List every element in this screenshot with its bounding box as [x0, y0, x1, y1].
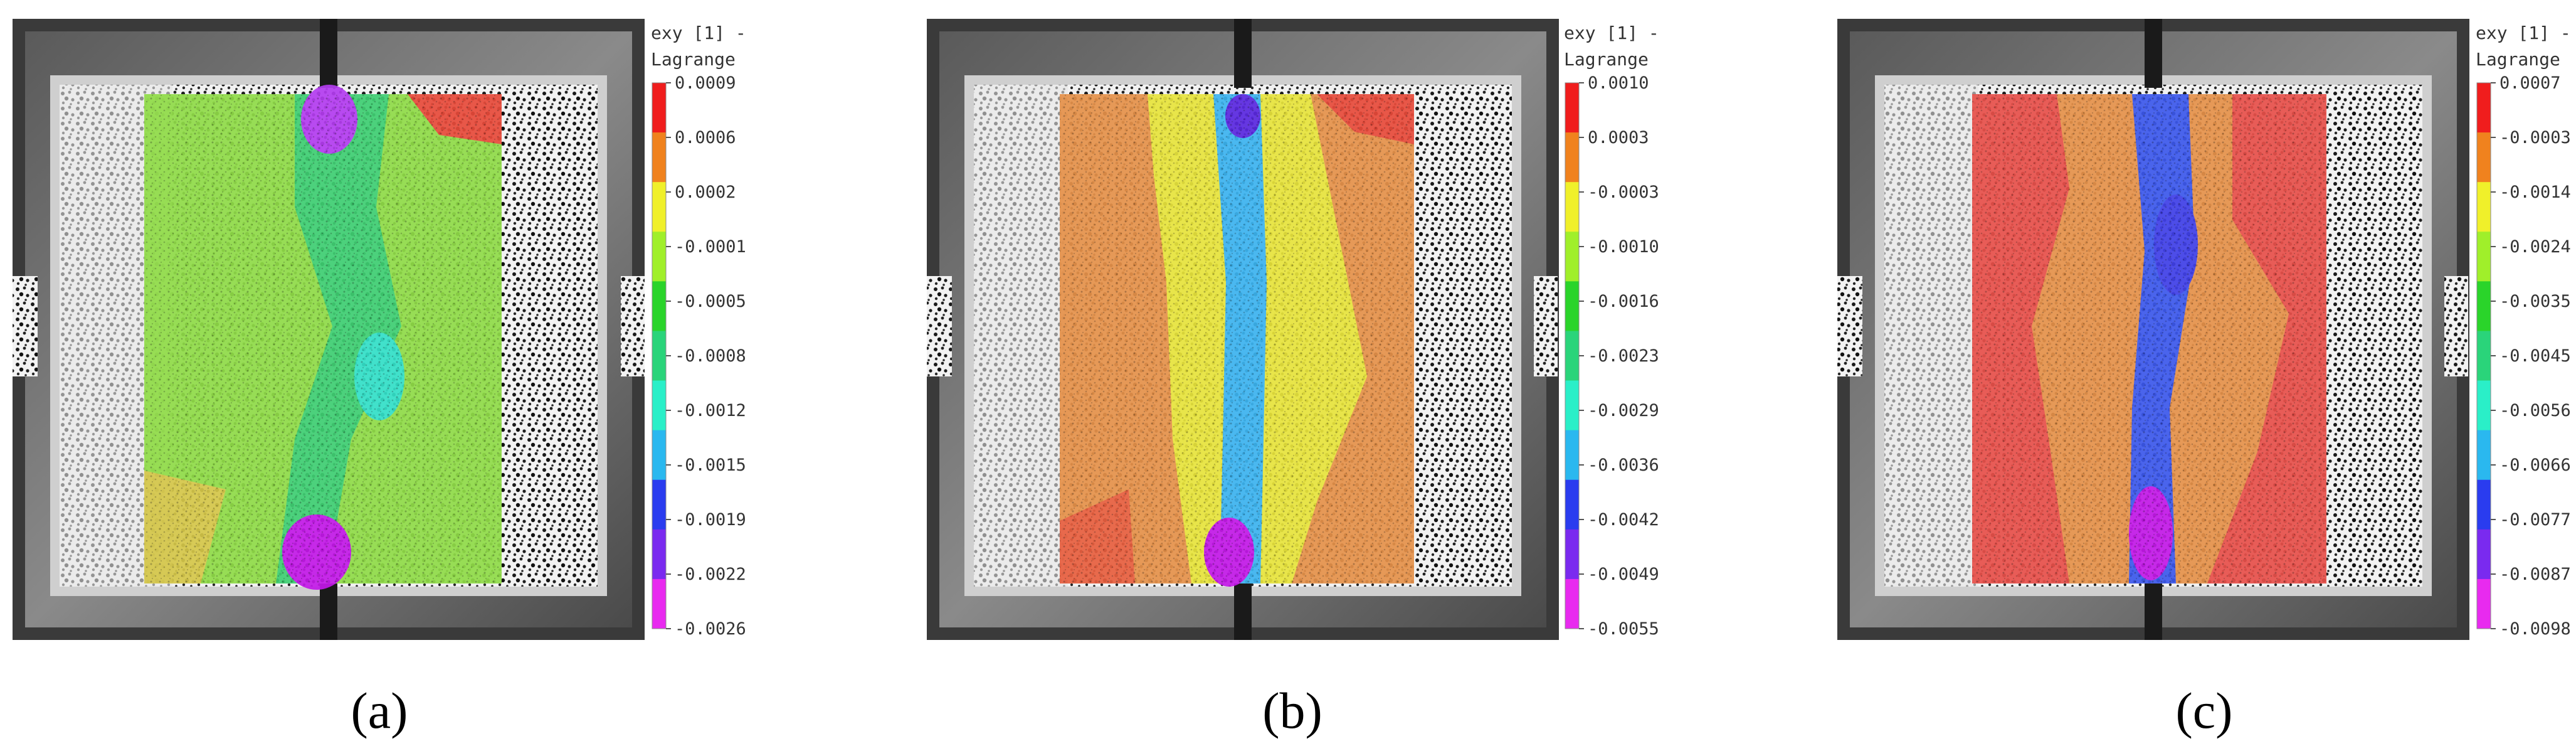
colorbar-tick-label: 0.0002	[675, 183, 736, 202]
colorbar-segment	[652, 479, 666, 530]
colorbar-tick-label: -0.0012	[675, 401, 746, 420]
colorbar-tick-label: -0.0035	[2499, 292, 2571, 311]
colorbar-tick-label: -0.0001	[675, 237, 746, 257]
colorbar-segment	[1565, 578, 1579, 629]
colorbar-segment	[2477, 83, 2491, 133]
colorbar-segment	[1565, 529, 1579, 580]
colorbar-tick-label: -0.0019	[675, 510, 746, 530]
colorbar-segment	[2477, 479, 2491, 530]
strain-field-overlay	[1060, 94, 1414, 587]
colorbar-tick-label: 0.0010	[1588, 73, 1649, 93]
colorbar-tick-label: -0.0036	[1588, 456, 1659, 475]
colorbar-segment	[2477, 182, 2491, 232]
colorbar-segment	[2477, 281, 2491, 331]
colorbar-segment	[1565, 132, 1579, 183]
colorbar-segment	[1565, 331, 1579, 381]
colorbar-tick-label: 0.0006	[675, 128, 736, 147]
legend-title-line1: exy [1] -	[2476, 23, 2571, 43]
colorbar-segment	[652, 578, 666, 629]
colorbar-tick-label: -0.0008	[675, 346, 746, 366]
colorbar-segment	[2477, 430, 2491, 481]
colorbar-segment	[1565, 479, 1579, 530]
strain-field-overlay	[1972, 94, 2326, 583]
strain-map-panel-c: exy [1] - Lagrange 0.0007 -0.0003 -0.0014 -0.…	[1837, 19, 2571, 640]
colorbar-segment	[652, 380, 666, 431]
colorbar-segment	[1565, 430, 1579, 481]
colorbar-tick-label: -0.0005	[675, 292, 746, 311]
colorbar-tick-label: -0.0055	[1588, 619, 1659, 639]
colorbar-segment	[652, 182, 666, 232]
colorbar-tick-label: -0.0014	[2499, 183, 2571, 202]
strain-map-panel-a: exy [1] - Lagrange 0.0009 0.0006 0.0002 -0.00…	[13, 19, 746, 640]
colorbar-tick-label: -0.0042	[1588, 510, 1659, 530]
colorbar-tick-label: -0.0015	[675, 456, 746, 475]
colorbar-segment	[2477, 380, 2491, 431]
colorbar-segment	[2477, 529, 2491, 580]
colorbar-segment	[2477, 232, 2491, 282]
colorbar-tick-label: -0.0003	[2499, 128, 2571, 147]
colorbar-tick-label: -0.0003	[1588, 183, 1659, 202]
colorbar: exy [1] - Lagrange 0.0007 -0.0003 -0.0014 -0.…	[2476, 23, 2571, 639]
colorbar-segment	[1565, 281, 1579, 331]
legend-title-line1: exy [1] -	[651, 23, 746, 43]
colorbar-segment	[2477, 132, 2491, 183]
colorbar-tick-label: -0.0049	[1588, 565, 1659, 584]
colorbar-segment	[652, 529, 666, 580]
colorbar-tick-label: -0.0016	[1588, 292, 1659, 311]
colorbar-tick-label: 0.0003	[1588, 128, 1649, 147]
colorbar: exy [1] - Lagrange 0.0010 0.0003 -0.0003 -0.0…	[1564, 23, 1659, 639]
colorbar-tick-label: -0.0023	[1588, 346, 1659, 366]
colorbar: exy [1] - Lagrange 0.0009 0.0006 0.0002 -0.00…	[651, 23, 746, 639]
colorbar-segment	[1565, 232, 1579, 282]
colorbar-tick-label: -0.0077	[2499, 510, 2571, 530]
colorbar-segment	[652, 281, 666, 331]
legend-title-line2: Lagrange	[2476, 49, 2560, 70]
colorbar-segment	[1565, 380, 1579, 431]
strain-map-panel-b: exy [1] - Lagrange 0.0010 0.0003 -0.0003 -0.0…	[927, 19, 1659, 640]
colorbar-tick-label: -0.0056	[2499, 401, 2571, 420]
colorbar-segment	[652, 132, 666, 183]
legend-title-line2: Lagrange	[651, 49, 736, 70]
colorbar-segment	[652, 331, 666, 381]
colorbar-segment	[2477, 578, 2491, 629]
strain-field-overlay	[144, 85, 502, 590]
colorbar-tick-label: -0.0029	[1588, 401, 1659, 420]
colorbar-segment	[2477, 331, 2491, 381]
colorbar-tick-label: -0.0026	[675, 619, 746, 639]
colorbar-segment	[652, 83, 666, 133]
colorbar-tick-label: -0.0066	[2499, 456, 2571, 475]
colorbar-segment	[1565, 83, 1579, 133]
caption-c: (c)	[2175, 682, 2232, 739]
colorbar-tick-label: -0.0022	[675, 565, 746, 584]
caption-a: (a)	[351, 682, 408, 739]
caption-b: (b)	[1262, 682, 1322, 739]
colorbar-segment	[1565, 182, 1579, 232]
colorbar-segment	[652, 232, 666, 282]
legend-title-line2: Lagrange	[1564, 49, 1649, 70]
colorbar-tick-label: 0.0007	[2499, 73, 2561, 93]
colorbar-tick-label: -0.0087	[2499, 565, 2571, 584]
colorbar-tick-label: 0.0009	[675, 73, 736, 93]
colorbar-tick-label: -0.0024	[2499, 237, 2571, 257]
legend-title-line1: exy [1] -	[1564, 23, 1659, 43]
colorbar-tick-label: -0.0010	[1588, 237, 1659, 257]
colorbar-segment	[652, 430, 666, 481]
colorbar-tick-label: -0.0098	[2499, 619, 2571, 639]
colorbar-tick-label: -0.0045	[2499, 346, 2571, 366]
